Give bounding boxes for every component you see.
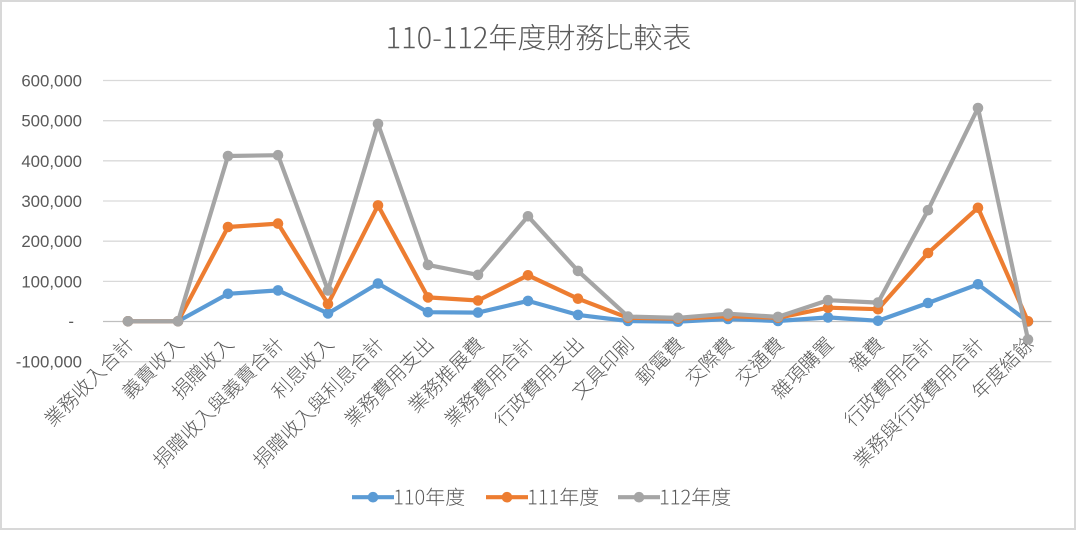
svg-text:600,000: 600,000 (21, 72, 82, 91)
svg-text:-: - (68, 312, 74, 331)
svg-text:200,000: 200,000 (21, 232, 82, 251)
svg-text:-100,000: -100,000 (16, 353, 82, 372)
svg-text:100,000: 100,000 (21, 272, 82, 291)
svg-text:300,000: 300,000 (21, 192, 82, 211)
svg-text:400,000: 400,000 (21, 152, 82, 171)
svg-text:500,000: 500,000 (21, 112, 82, 131)
